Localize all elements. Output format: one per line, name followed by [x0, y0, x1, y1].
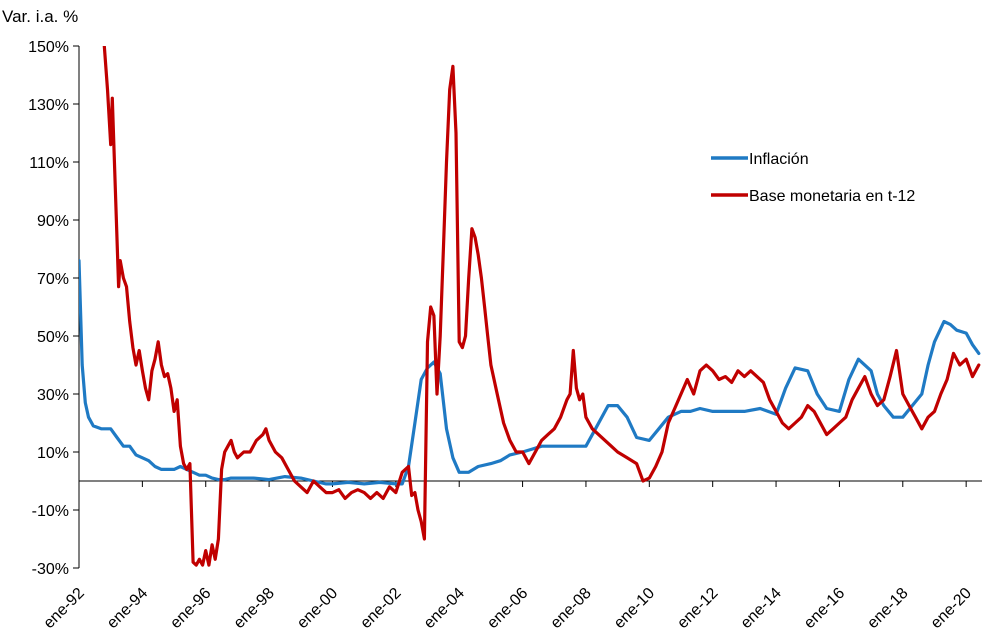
x-tick-label: ene-10 [611, 585, 658, 632]
series-layer [79, 46, 981, 567]
series-line-inflacion [79, 259, 981, 486]
x-tick-label: ene-14 [738, 585, 785, 632]
y-tick-label: 110% [29, 155, 69, 172]
series-line-base-monetaria [102, 46, 981, 567]
y-tick-label: 130% [28, 97, 69, 114]
y-tick-label: -30% [32, 561, 69, 578]
y-tick-label: 30% [37, 387, 69, 404]
y-tick-label: 150% [28, 39, 69, 56]
legend: Inflación Base monetaria en t-12 [711, 151, 915, 205]
y-axis: -30% -10% 10% 30% 50% 70% 90% 110% 130% 150% [28, 39, 80, 578]
x-tick-label: ene-06 [484, 585, 531, 632]
y-axis-label: Var. i.a. % [2, 7, 78, 26]
x-tick-label: ene-00 [294, 585, 341, 632]
x-tick-label: ene-94 [104, 585, 151, 632]
x-tick-label: ene-04 [421, 585, 468, 632]
x-tick-label: ene-08 [548, 585, 595, 632]
x-tick-label: ene-16 [801, 585, 848, 632]
x-tick-label: ene-12 [674, 585, 721, 632]
x-axis: ene-92 ene-94 ene-96 ene-98 ene-00 ene-02 ene-… [41, 480, 982, 632]
y-tick-label: 10% [37, 445, 69, 462]
legend-label: Inflación [749, 151, 809, 168]
x-tick-label: ene-18 [864, 585, 911, 632]
legend-label: Base monetaria en t-12 [749, 188, 915, 205]
x-tick-label: ene-92 [41, 585, 88, 632]
y-tick-label: 90% [37, 213, 69, 230]
y-tick-label: 70% [37, 271, 69, 288]
x-tick-label: ene-02 [357, 585, 404, 632]
x-tick-label: ene-96 [167, 585, 214, 632]
x-tick-label: ene-20 [928, 585, 975, 632]
y-tick-label: 50% [37, 329, 69, 346]
y-tick-label: -10% [32, 503, 69, 520]
x-tick-label: ene-98 [231, 585, 278, 632]
